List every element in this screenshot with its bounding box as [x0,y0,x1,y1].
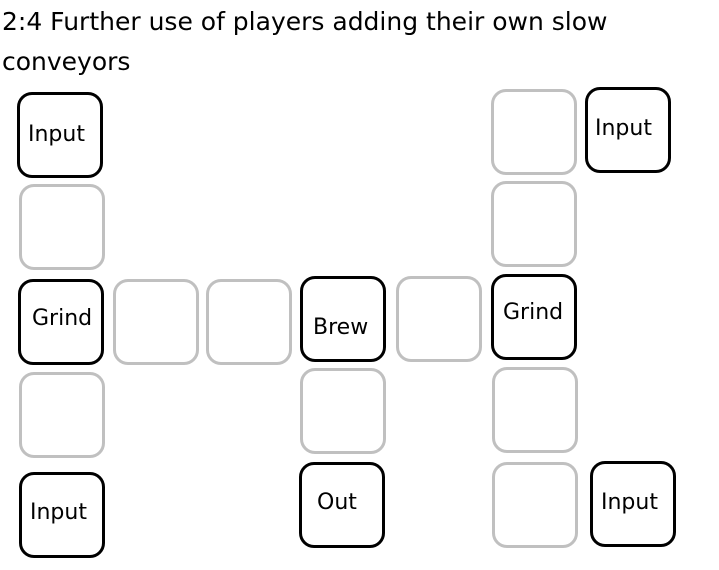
conveyor-tile [491,181,577,267]
grind-tile-left: Grind [18,279,104,365]
input-tile-bottom-left-label: Input [30,500,87,525]
input-tile-bottom-left: Input [19,472,105,558]
conveyor-tile [19,372,105,458]
conveyor-tile [492,367,578,453]
conveyor-tile [491,89,577,175]
out-tile: Out [299,462,385,548]
conveyor-tile [19,184,105,270]
grind-tile-right-label: Grind [503,300,564,325]
conveyor-tile [300,368,386,454]
input-tile-top-right: Input [585,87,671,173]
brew-tile-label: Brew [313,315,369,340]
input-tile-bottom-right-label: Input [601,490,658,515]
conveyor-tile [492,462,578,548]
input-tile-bottom-right: Input [590,461,676,547]
input-tile-top-left-label: Input [28,122,85,147]
conveyor-tile [206,279,292,365]
brew-tile: Brew [300,276,386,362]
grind-tile-left-label: Grind [32,306,93,331]
grind-tile-right: Grind [491,274,577,360]
conveyor-tile [113,279,199,365]
diagram-title: 2:4 Further use of players adding their … [2,7,608,76]
conveyor-tile [396,276,482,362]
input-tile-top-right-label: Input [595,116,652,141]
out-tile-label: Out [317,490,357,515]
input-tile-top-left: Input [17,92,103,178]
